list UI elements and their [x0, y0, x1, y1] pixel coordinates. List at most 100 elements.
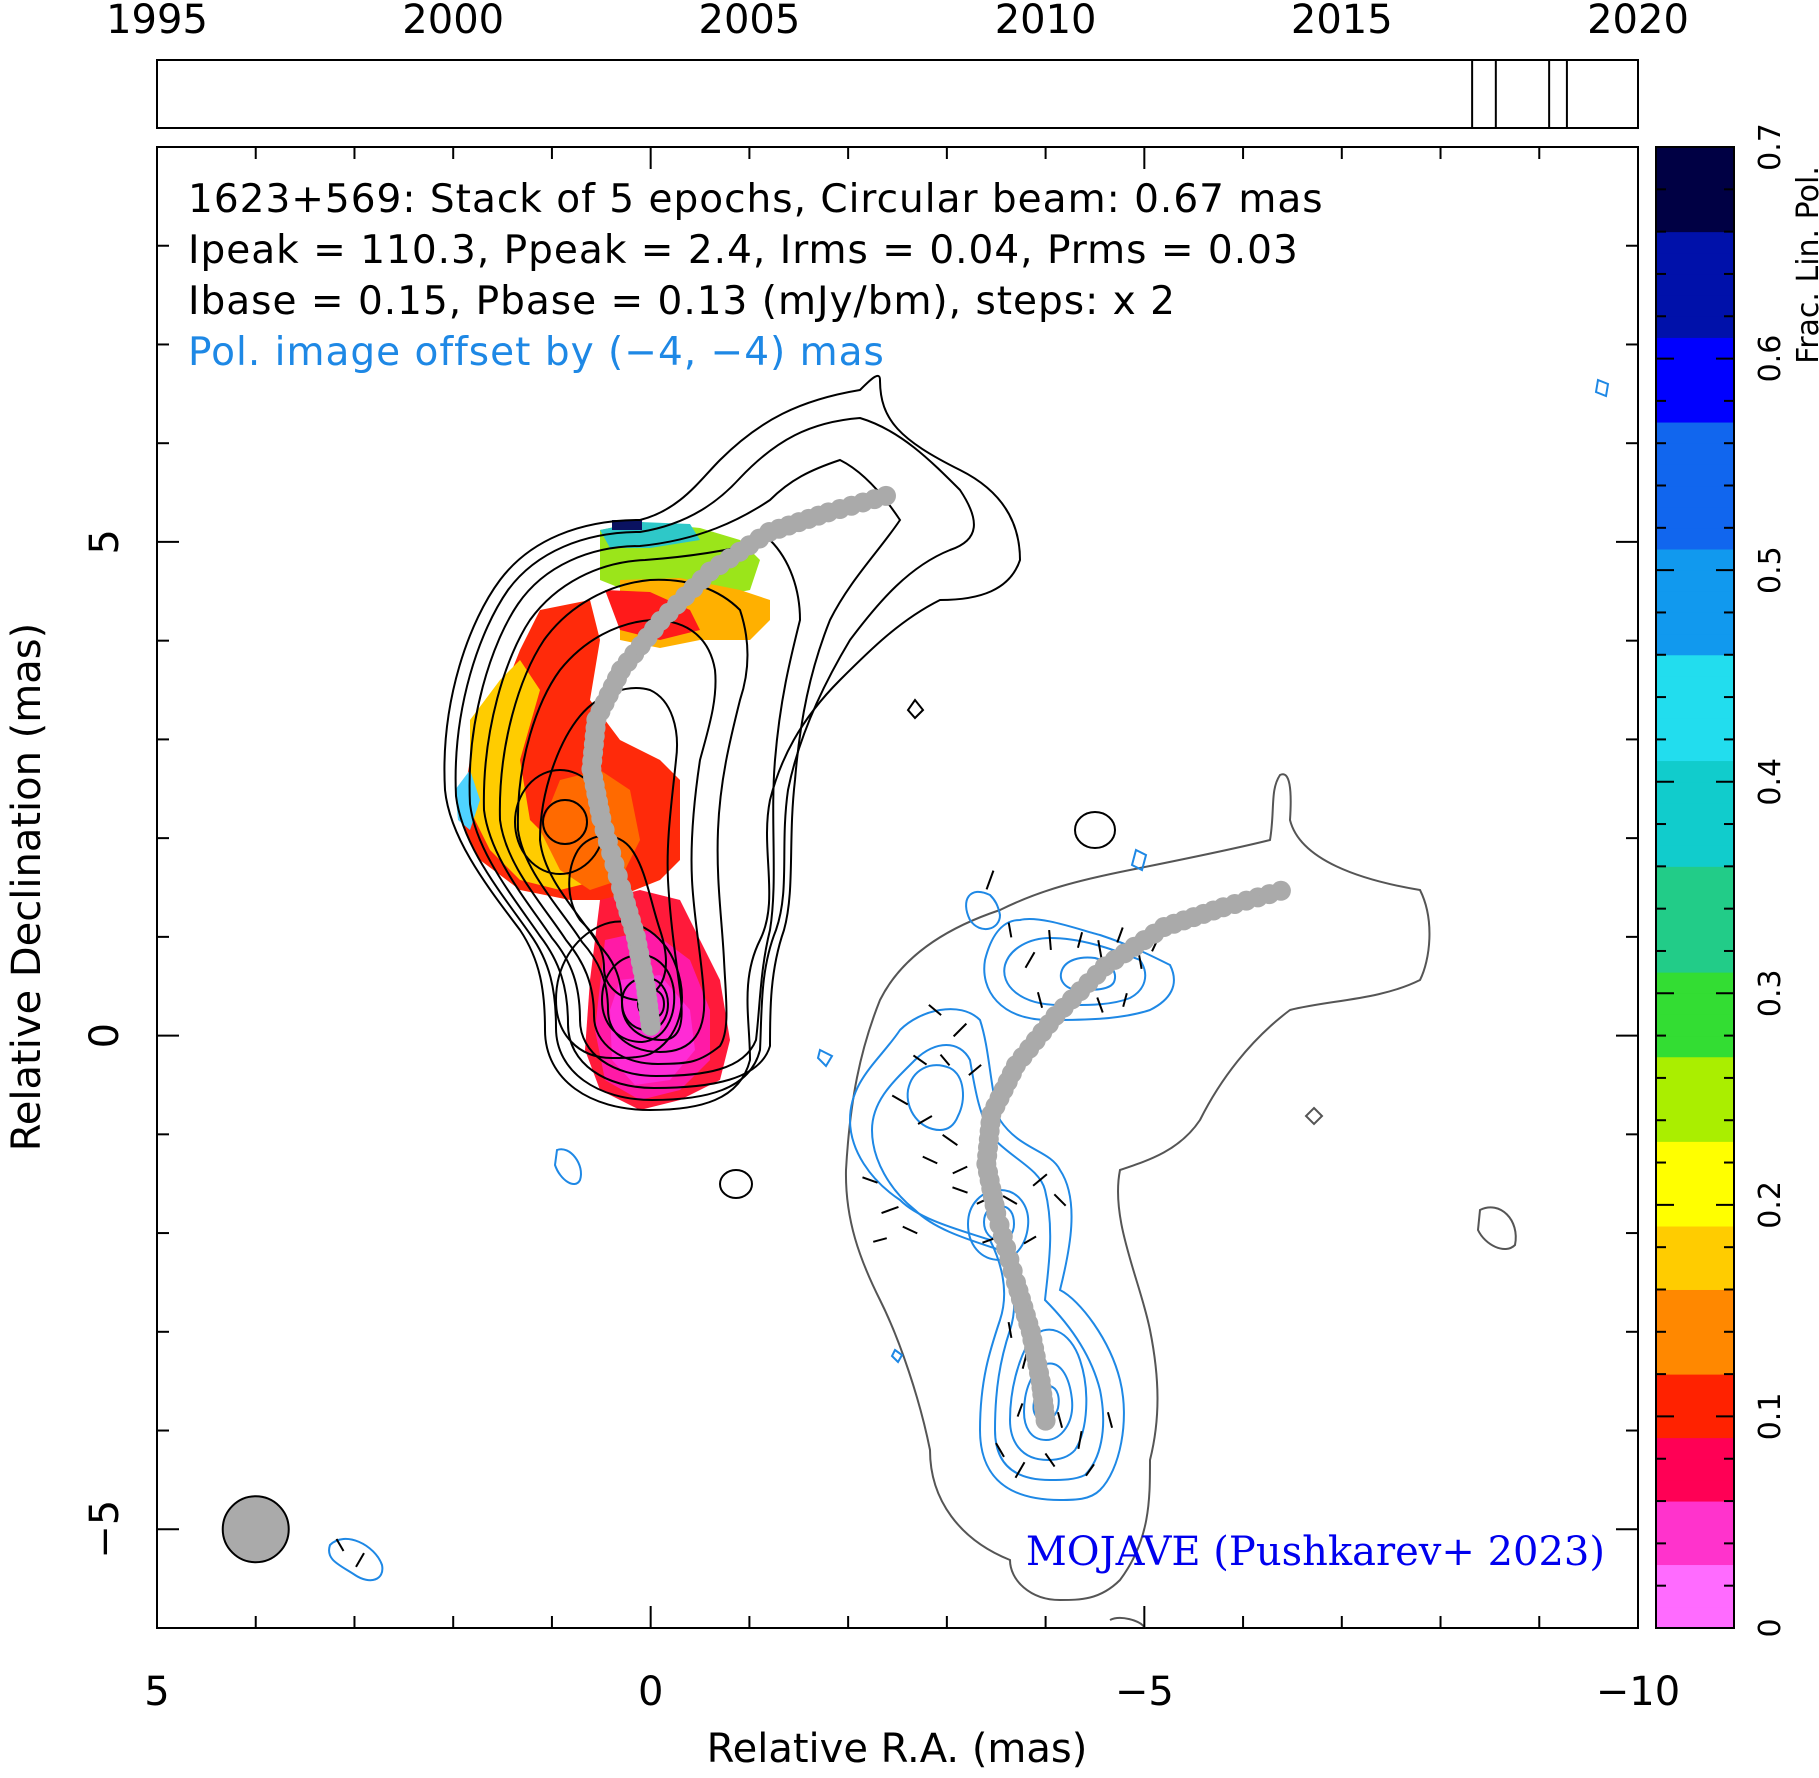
- evpa-tick: [1044, 1452, 1056, 1468]
- evpa-tick: [1096, 997, 1104, 1013]
- evpa-tick: [1048, 929, 1052, 951]
- timeline-year-label: 2020: [1587, 0, 1689, 43]
- colorbar-swatch: [1656, 1162, 1734, 1185]
- plot-frame: [156, 146, 1639, 1629]
- evpa-tick: [1014, 1461, 1026, 1479]
- epoch-timeline: 1995 2000 2005 2010 2015 2020: [106, 0, 1689, 129]
- colorbar-swatch: [1656, 485, 1734, 508]
- evpa-tick: [1085, 1463, 1095, 1477]
- colorbar-swatch: [1656, 824, 1734, 846]
- evpa-tick: [1122, 992, 1128, 1008]
- evpa-tick: [1053, 1193, 1067, 1207]
- ridgeline-polarization: [976, 880, 1291, 1431]
- colorbar-swatch: [1656, 189, 1734, 211]
- evpa-tick: [985, 870, 995, 890]
- colorbar-swatch: [1656, 1437, 1734, 1460]
- evpa-tick: [1056, 1412, 1064, 1428]
- colorbar-swatch: [1656, 1479, 1734, 1502]
- colorbar-tick-label: 0.1: [1753, 1393, 1788, 1441]
- colorbar-swatch: [1656, 1204, 1734, 1227]
- evpa-tick: [922, 1155, 938, 1165]
- colorbar-swatch: [1656, 802, 1734, 825]
- colorbar-swatch: [1656, 675, 1734, 698]
- polarization-base-contour: [844, 773, 1517, 1628]
- colorbar-swatch: [1656, 612, 1734, 635]
- colorbar-swatch: [1656, 443, 1734, 465]
- info-line-3: Ibase = 0.15, Pbase = 0.13 (mJy/bm), ste…: [188, 279, 1176, 324]
- colorbar-swatch: [1656, 781, 1734, 804]
- colorbar-swatch: [1656, 1120, 1734, 1142]
- ridgeline-stokes-i: [581, 485, 896, 1036]
- timeline-year-label: 1995: [106, 0, 208, 43]
- y-axis-label: Relative Declination (mas): [4, 623, 50, 1151]
- colorbar-swatch: [1656, 422, 1734, 444]
- timeline-year-label: 2010: [995, 0, 1097, 43]
- colorbar-swatch: [1656, 1352, 1734, 1375]
- colorbar-tick-label: 0.4: [1753, 758, 1788, 806]
- evpa-tick: [1024, 951, 1036, 969]
- ridgeline-point: [1270, 880, 1291, 901]
- colorbar-swatch: [1656, 1310, 1734, 1333]
- colorbar-swatch: [1656, 1522, 1734, 1544]
- colorbar: 0 0.1 0.2 0.3 0.4 0.5 0.6 0.7 Frac. Lin. Pol.: [1655, 123, 1819, 1638]
- x-axis-label: Relative R.A. (mas): [707, 1726, 1088, 1772]
- evpa-tick: [902, 1225, 918, 1235]
- evpa-tick: [952, 1165, 968, 1175]
- ridgeline-point: [875, 485, 896, 506]
- evpa-tick: [1002, 1195, 1018, 1205]
- colorbar-swatch: [1656, 358, 1734, 381]
- evpa-tick: [891, 1094, 909, 1106]
- evpa-tick: [1116, 927, 1124, 943]
- colorbar-swatch: [1656, 1585, 1734, 1608]
- colorbar-swatch: [1656, 1035, 1734, 1058]
- evpa-tick: [952, 1022, 968, 1038]
- evpa-tick: [335, 1538, 345, 1552]
- colorbar-swatch: [1656, 633, 1734, 656]
- pol-offset-note: Pol. image offset by (−4, −4) mas: [188, 330, 885, 375]
- colorbar-swatch: [1656, 295, 1734, 317]
- evpa-tick: [912, 1054, 928, 1066]
- evpa-tick: [942, 1134, 958, 1146]
- colorbar-swatch: [1656, 464, 1734, 487]
- timeline-year-label: 2015: [1291, 0, 1393, 43]
- colorbar-swatch: [1656, 1606, 1734, 1629]
- y-axis-ticks: 5 0 −5: [82, 146, 1638, 1629]
- info-line-1: 1623+569: Stack of 5 epochs, Circular be…: [188, 177, 1324, 222]
- colorbar-swatch: [1656, 1056, 1734, 1079]
- colorbar-swatch: [1656, 1099, 1734, 1121]
- x-tick-label: 0: [638, 1669, 663, 1715]
- timeline-year-label: 2000: [402, 0, 504, 43]
- colorbar-swatch: [1656, 1183, 1734, 1206]
- credit-text: MOJAVE (Pushkarev+ 2023): [1026, 1529, 1605, 1575]
- evpa-tick: [862, 1176, 878, 1184]
- colorbar-swatch: [1656, 1289, 1734, 1312]
- evpa-tick: [1077, 1430, 1083, 1450]
- colorbar-swatch: [1656, 1564, 1734, 1587]
- colorbar-swatch: [1656, 231, 1734, 254]
- colorbar-swatch: [1656, 506, 1734, 529]
- colorbar-swatch: [1656, 760, 1734, 783]
- evpa-tick: [928, 1004, 942, 1016]
- evpa-tick: [968, 1064, 982, 1076]
- evpa-tick: [1032, 1173, 1048, 1187]
- colorbar-tick-label: 0.5: [1753, 546, 1788, 594]
- colorbar-swatch: [1656, 252, 1734, 275]
- colorbar-swatch: [1656, 1395, 1734, 1417]
- x-tick-label: 5: [144, 1669, 169, 1715]
- colorbar-swatch: [1656, 147, 1734, 169]
- colorbar-swatch: [1656, 908, 1734, 931]
- colorbar-swatch: [1656, 654, 1734, 677]
- colorbar-swatch: [1656, 1247, 1734, 1269]
- jet-ridgelines: [581, 485, 1291, 1431]
- colorbar-swatch: [1656, 929, 1734, 952]
- beam-ellipse: [221, 1495, 290, 1564]
- evpa-tick: [1007, 922, 1013, 938]
- colorbar-swatch: [1656, 591, 1734, 613]
- colorbar-swatch: [1656, 993, 1734, 1015]
- colorbar-swatch: [1656, 866, 1734, 888]
- evpa-tick: [1023, 1235, 1037, 1245]
- colorbar-swatch: [1656, 210, 1734, 233]
- colorbar-tick-label: 0.7: [1753, 123, 1788, 171]
- colorbar-swatch: [1656, 337, 1734, 360]
- colorbar-swatch: [1656, 570, 1734, 592]
